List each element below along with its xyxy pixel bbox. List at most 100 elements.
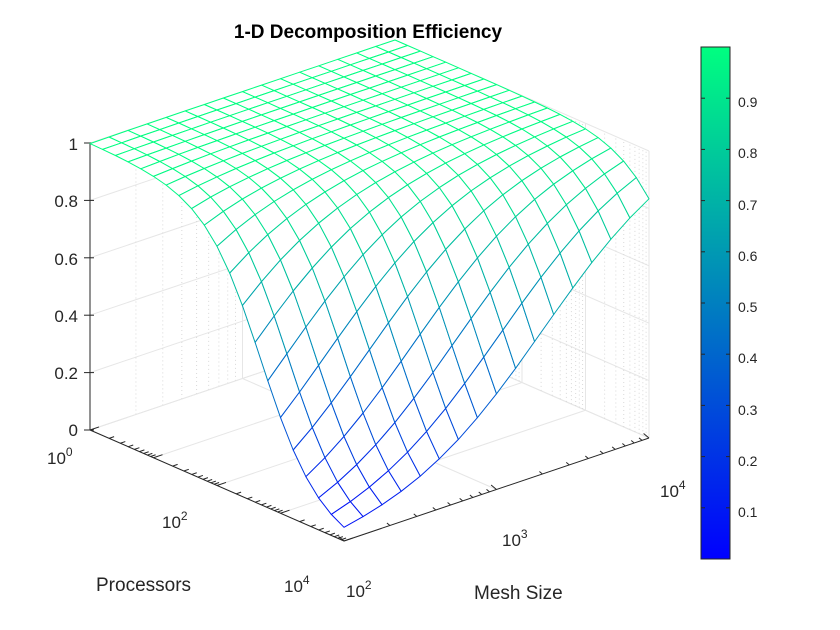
processors-tick-label-100: 102 — [162, 509, 188, 532]
processors-tick-mark — [318, 527, 324, 531]
processors-tick-labels: 100 102 104 — [47, 445, 310, 596]
mesh-size-tick-mark — [565, 462, 570, 466]
mesh-size-tick-label-100: 102 — [346, 578, 372, 601]
processors-tick-mark — [213, 482, 220, 485]
processors-tick-mark — [134, 447, 140, 450]
processors-tick-mark — [143, 451, 149, 454]
processors-tick-mark — [343, 537, 354, 542]
mesh-size-tick-mark — [599, 450, 604, 454]
processors-tick-mark — [89, 426, 100, 431]
processors-tick-mark — [153, 454, 163, 459]
processors-tick-mark — [108, 436, 115, 439]
colorbar-tick-label-0.4: 0.4 — [738, 350, 758, 366]
colorbar-tick-marks — [701, 97, 730, 509]
processors-tick-mark — [139, 449, 145, 453]
tick-base: 10 — [660, 482, 679, 501]
mesh-size-tick-mark — [432, 507, 437, 511]
colorbar-tick-label-0.8: 0.8 — [738, 145, 758, 161]
processors-tick-mark — [235, 491, 242, 495]
tick-exponent: 4 — [303, 573, 310, 587]
mesh-size-tick-mark — [539, 471, 543, 475]
tick-base: 10 — [162, 513, 181, 532]
colorbar-tick-label-0.5: 0.5 — [738, 299, 758, 315]
processors-tick-mark — [261, 502, 267, 506]
processors-tick-mark — [277, 509, 283, 513]
processors-tick-mark — [207, 479, 213, 482]
processors-tick-label-10000: 104 — [284, 573, 310, 596]
colorbar: 0.1 0.2 0.3 0.4 0.5 0.6 0.7 0.8 0.9 — [700, 46, 758, 560]
z-tick-label-0: 0 — [69, 421, 78, 440]
processors-tick-mark — [210, 480, 217, 484]
processors-tick-mark — [128, 444, 134, 448]
z-tick-label-4: 0.8 — [54, 192, 78, 211]
axes — [84, 142, 650, 542]
mesh-size-tick-mark — [338, 536, 345, 542]
processors-tick-mark — [329, 532, 336, 536]
tick-exponent: 2 — [181, 509, 188, 523]
z-tick-label-3: 0.6 — [54, 250, 78, 269]
processors-tick-mark — [191, 472, 197, 475]
mesh-size-tick-mark — [386, 522, 391, 526]
mesh-size-tick-label-1000: 103 — [502, 527, 528, 550]
mesh-size-tick-labels: 102 103 104 — [346, 478, 686, 601]
mesh-size-tick-mark — [638, 437, 643, 441]
processors-tick-mark — [266, 504, 272, 508]
mesh-size-tick-mark — [622, 443, 626, 447]
mesh-size-tick-mark — [478, 491, 483, 495]
colorbar-tick-label-0.7: 0.7 — [738, 197, 758, 213]
processors-tick-mark — [150, 454, 156, 457]
mesh-size-tick-mark — [486, 488, 490, 493]
processors-axis-label: Processors — [96, 575, 191, 596]
processors-tick-mark — [310, 524, 316, 527]
mesh-size-tick-mark — [413, 513, 418, 517]
mesh-size-tick-mark — [643, 433, 650, 439]
processors-tick-mark — [216, 481, 227, 486]
chart-title: 1-D Decomposition Efficiency — [234, 22, 503, 43]
mesh-size-axis-label: Mesh Size — [474, 583, 563, 604]
processors-tick-mark — [334, 534, 340, 538]
z-tick-label-2: 0.4 — [54, 307, 78, 326]
mesh-size-tick-label-10000: 104 — [660, 478, 686, 501]
z-tick-label-5: 1 — [69, 135, 78, 154]
tick-base: 10 — [47, 449, 66, 468]
mesh-size-tick-mark — [447, 502, 451, 506]
tick-base: 10 — [284, 577, 303, 596]
processors-tick-mark — [280, 509, 290, 514]
colorbar-tick-labels: 0.1 0.2 0.3 0.4 0.5 0.6 0.7 0.8 0.9 — [738, 94, 758, 520]
colorbar-tick-label-0.3: 0.3 — [738, 402, 758, 418]
processors-tick-mark — [202, 477, 209, 480]
tick-exponent: 2 — [365, 578, 372, 592]
tick-exponent: 3 — [521, 527, 528, 541]
colorbar-tick-label-0.6: 0.6 — [738, 248, 758, 264]
processors-tick-mark — [255, 500, 261, 503]
z-tick-label-1: 0.2 — [54, 364, 78, 383]
tick-base: 10 — [502, 531, 521, 550]
surface-mesh — [89, 39, 650, 528]
colorbar-tick-label-0.1: 0.1 — [738, 504, 758, 520]
mesh-size-tick-mark — [611, 446, 616, 450]
processors-tick-mark — [172, 463, 178, 467]
colorbar-tick-label-0.9: 0.9 — [738, 94, 758, 110]
processors-tick-mark — [274, 508, 280, 512]
processors-tick-mark — [197, 474, 204, 478]
processors-tick-mark — [120, 441, 126, 444]
mesh-size-tick-mark — [584, 455, 589, 459]
processors-tick-label-1: 100 — [47, 445, 73, 468]
processors-tick-mark — [324, 530, 331, 534]
processors-tick-mark — [247, 496, 253, 500]
surface-cell — [616, 177, 650, 219]
tick-base: 10 — [346, 582, 365, 601]
colorbar-tick-label-0.2: 0.2 — [738, 453, 758, 469]
processors-tick-mark — [270, 506, 276, 510]
tick-exponent: 4 — [679, 478, 686, 492]
processors-tick-mark — [183, 468, 189, 472]
tick-exponent: 0 — [66, 445, 73, 459]
processors-tick-mark — [299, 519, 305, 523]
z-tick-labels: 0 0.2 0.4 0.6 0.8 1 — [54, 135, 78, 440]
mesh-size-tick-mark — [469, 494, 474, 498]
mesh-size-tick-mark — [490, 484, 497, 490]
colorbar-gradient — [700, 46, 731, 560]
mesh-size-tick-mark — [630, 440, 635, 444]
processors-tick-mark — [147, 452, 153, 456]
